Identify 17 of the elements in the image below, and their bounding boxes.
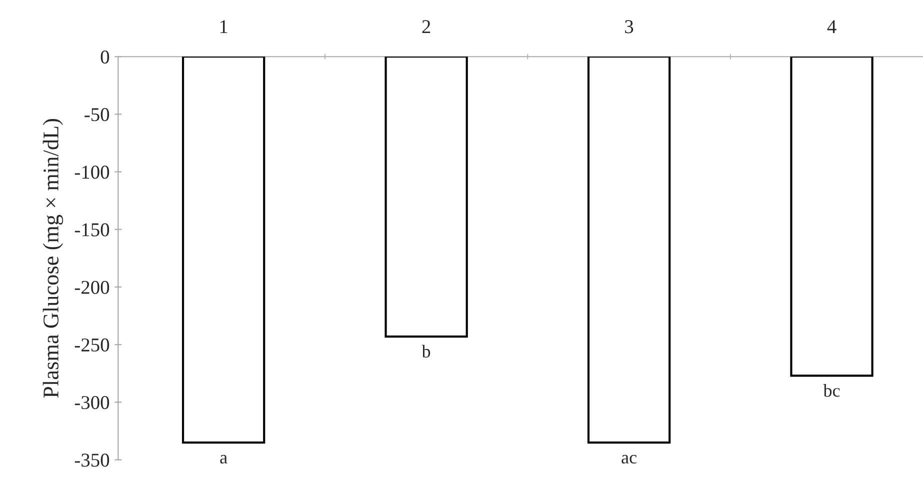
y-axis-title: Plasma Glucose (mg × min/dL) bbox=[42, 118, 64, 398]
x-tick-label: 3 bbox=[625, 20, 634, 34]
x-tick-label: 2 bbox=[422, 20, 430, 34]
annotation: b bbox=[422, 344, 430, 358]
y-tick-label: -200 bbox=[74, 280, 110, 294]
y-tick-label: -150 bbox=[74, 223, 110, 236]
y-tick-label: 0 bbox=[100, 50, 110, 64]
y-tick-label: -300 bbox=[74, 396, 110, 410]
y-tick-label: -350 bbox=[74, 454, 110, 467]
annotation: bc bbox=[823, 384, 840, 397]
y-tick-label: -250 bbox=[74, 338, 110, 352]
annotation: a bbox=[220, 454, 228, 464]
annotation: ac bbox=[622, 454, 636, 464]
y-tick-label: -100 bbox=[74, 166, 110, 179]
y-tick-label: -50 bbox=[84, 108, 110, 122]
x-tick-label: 4 bbox=[827, 20, 836, 34]
x-tick-label: 1 bbox=[220, 20, 228, 34]
